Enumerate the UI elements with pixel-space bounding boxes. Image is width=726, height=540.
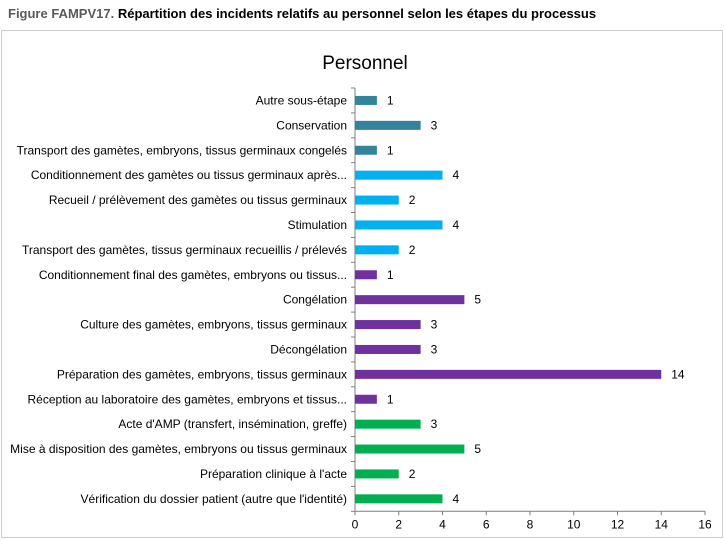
value-label: 3 [431, 417, 438, 431]
bar-chart: Personnel 0 2 4 6 8 10 12 14 16 Autre sous-étape… [10, 53, 712, 531]
category-label: Transport des gamètes, embryons, tissus … [17, 143, 347, 157]
category-label: Préparation clinique à l'acte [200, 467, 347, 481]
value-label: 4 [453, 492, 460, 506]
x-tick-label: 0 [352, 517, 359, 531]
value-label: 5 [474, 442, 481, 456]
x-tick-label: 2 [395, 517, 402, 531]
value-label: 5 [474, 293, 481, 307]
x-tick-label: 4 [439, 517, 446, 531]
category-label: Conditionnement final des gamètes, embry… [39, 268, 347, 282]
value-label: 1 [387, 143, 394, 157]
value-label: 2 [409, 243, 416, 257]
value-label: 3 [431, 342, 438, 356]
value-label: 4 [453, 168, 460, 182]
chart-labels: Autre sous-étape 1 Conservation 3 Transport … [10, 93, 685, 505]
bar [355, 369, 662, 379]
chart-title: Personnel [322, 53, 408, 74]
category-label: Conservation [276, 118, 347, 132]
value-label: 2 [409, 467, 416, 481]
category-label: Vérification du dossier patient (autre q… [81, 492, 347, 506]
figure-caption: Répartition des incidents relatifs au pe… [117, 6, 597, 21]
category-label: Réception au laboratoire des gamètes, em… [28, 392, 348, 406]
value-label: 1 [387, 392, 394, 406]
bar [355, 195, 399, 205]
category-label: Autre sous-étape [256, 93, 348, 107]
bar [355, 295, 465, 305]
chart-frame: Personnel 0 2 4 6 8 10 12 14 16 Autre sous-étape… [1, 30, 723, 538]
bar [355, 419, 421, 429]
x-tick-label: 14 [655, 517, 669, 531]
bar [355, 95, 377, 105]
bar [355, 220, 443, 230]
value-label: 2 [409, 193, 416, 207]
x-tick-label: 10 [567, 517, 581, 531]
bar [355, 245, 399, 255]
category-label: Congélation [283, 293, 347, 307]
value-label: 3 [431, 118, 438, 132]
bar [355, 320, 421, 330]
bar [355, 469, 399, 479]
value-label: 14 [671, 367, 685, 381]
x-tick-label: 16 [698, 517, 712, 531]
category-label: Stimulation [288, 218, 347, 232]
x-tick-label: 12 [611, 517, 625, 531]
bar [355, 394, 377, 404]
x-tick-label: 6 [483, 517, 490, 531]
value-label: 3 [431, 318, 438, 332]
value-label: 1 [387, 93, 394, 107]
figure-title: Figure FAMPV17. Répartition des incident… [8, 6, 596, 21]
category-label: Conditionnement des gamètes ou tissus ge… [31, 168, 347, 182]
value-label: 4 [453, 218, 460, 232]
category-label: Culture des gamètes, embryons, tissus ge… [80, 318, 347, 332]
category-label: Recueil / prélèvement des gamètes ou tis… [49, 193, 347, 207]
x-tick-label: 8 [527, 517, 534, 531]
figure-number: Figure FAMPV17. [8, 6, 115, 21]
bar [355, 170, 443, 180]
bar [355, 145, 377, 155]
category-label: Préparation des gamètes, embryons, tissu… [57, 367, 347, 381]
bar [355, 120, 421, 130]
category-label: Mise à disposition des gamètes, embryons… [10, 442, 347, 456]
chart-axes: 0 2 4 6 8 10 12 14 16 [351, 87, 712, 531]
category-label: Acte d'AMP (transfert, insémination, gre… [118, 417, 347, 431]
category-label: Décongélation [270, 342, 347, 356]
bar [355, 444, 465, 454]
value-label: 1 [387, 268, 394, 282]
chart-bars [355, 95, 662, 504]
bar [355, 494, 443, 504]
bar [355, 270, 377, 280]
category-label: Transport des gamètes, tissus germinaux … [22, 243, 347, 257]
bar [355, 344, 421, 354]
